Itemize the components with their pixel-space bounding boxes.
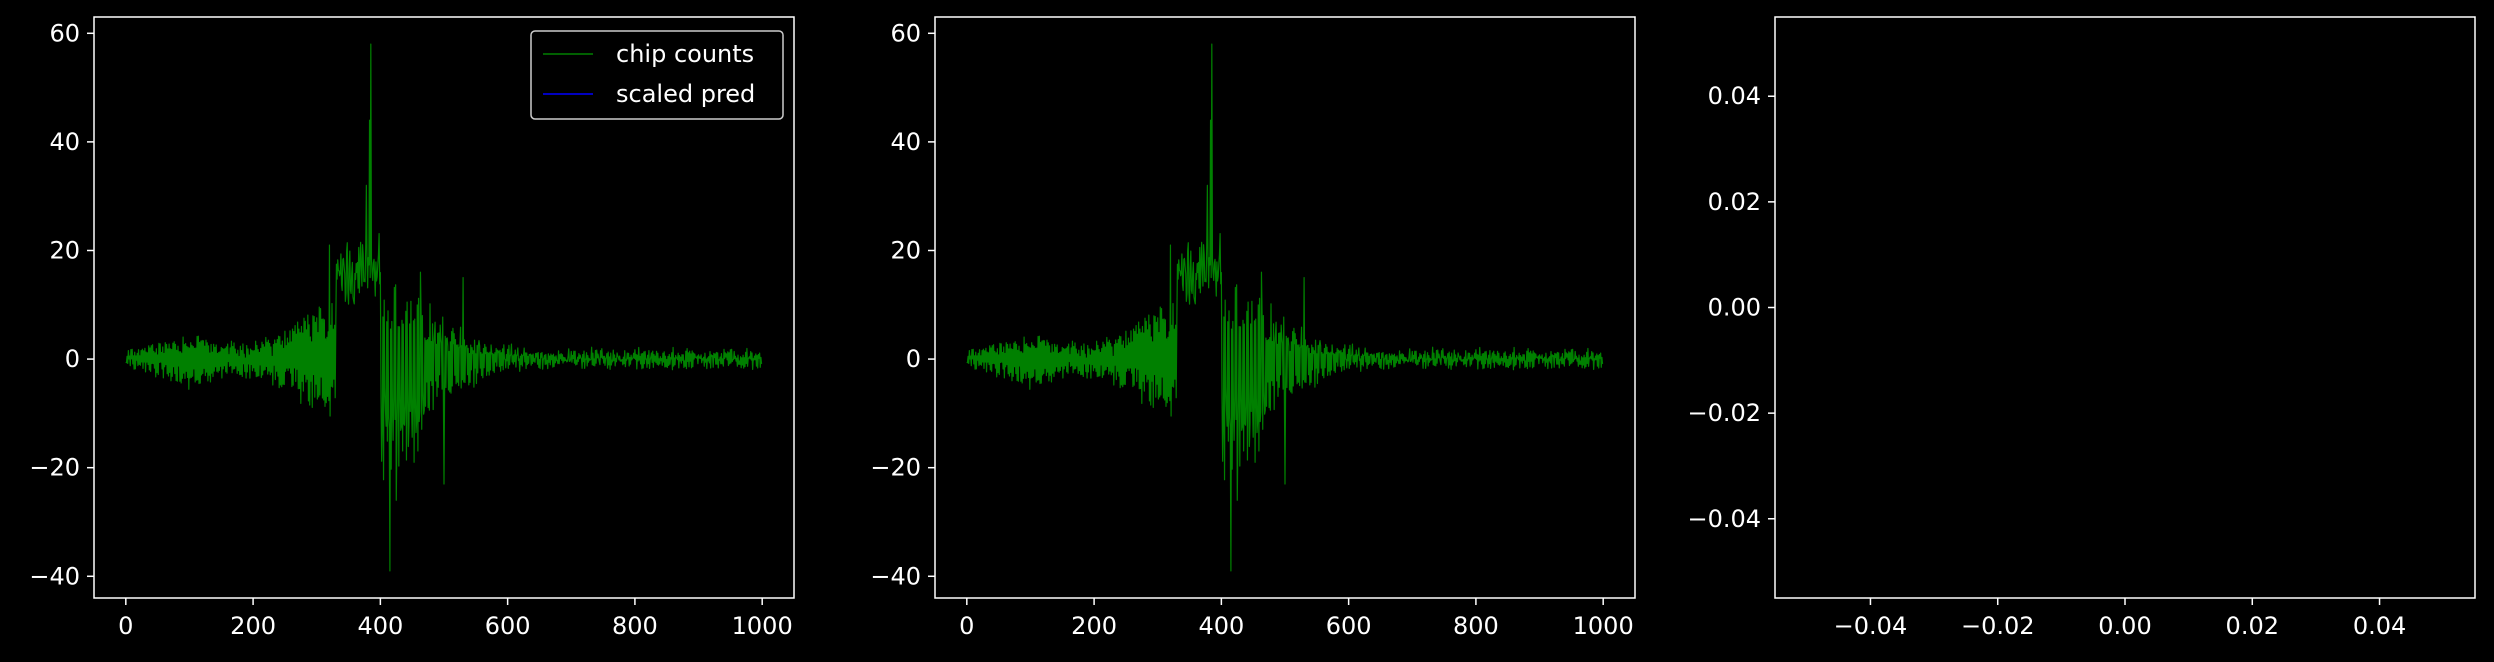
x-tick-label: 0 [959,612,974,640]
y-tick-label: 0 [65,345,80,373]
subplot-1-series [125,43,763,572]
y-tick-label: −20 [29,454,80,482]
x-tick-label: −0.02 [1961,612,2035,640]
subplot-3: −0.04 −0.02 0.00 0.02 0.04 −0.04 −0.02 0.00 0.02… [1687,16,2476,640]
x-tick-label: 800 [1453,612,1499,640]
legend-box [530,30,784,120]
series-line-chip-counts [125,43,763,572]
y-tick-label: 0.04 [1708,82,1761,110]
x-tick-label: 0.02 [2226,612,2279,640]
y-tick-label: −40 [870,562,921,590]
y-tick-label: 0 [906,345,921,373]
x-tick-label: 200 [1071,612,1117,640]
x-tick-label: 600 [1326,612,1372,640]
x-tick-label: 1000 [1573,612,1634,640]
x-tick-label: 400 [1198,612,1244,640]
y-tick-label: 0.02 [1708,188,1761,216]
subplot-3-ticks: −0.04 −0.02 0.00 0.02 0.04 −0.04 −0.02 0.00 0.02… [1687,82,2406,640]
legend-label-chip-counts: chip counts [616,40,754,68]
subplot-1-ticks: 0 200 400 600 800 1000 −40 −20 0 20 40 60 [29,19,792,640]
subplot-2-ticks: 0 200 400 600 800 1000 −40 −20 0 20 40 60 [870,19,1633,640]
y-tick-label: −0.04 [1687,505,1761,533]
x-tick-label: 0 [118,612,133,640]
x-tick-label: 0.04 [2353,612,2406,640]
subplot-2-series [966,43,1604,572]
subplot-2: 0 200 400 600 800 1000 −40 −20 0 20 40 60 [870,16,1636,640]
y-tick-label: 40 [890,128,921,156]
x-tick-label: 1000 [732,612,793,640]
x-tick-label: 800 [612,612,658,640]
subplot-2-frame [934,16,1636,599]
y-tick-label: 20 [890,236,921,264]
y-tick-label: −0.02 [1687,399,1761,427]
y-tick-label: 40 [49,128,80,156]
x-tick-label: −0.04 [1834,612,1908,640]
x-tick-label: 0.00 [2098,612,2151,640]
subplot-1: 0 200 400 600 800 1000 −40 −20 0 20 40 60 chip coun… [29,16,795,640]
y-tick-label: 60 [890,19,921,47]
y-tick-label: 0.00 [1708,294,1761,322]
legend: chip counts scaled pred [530,30,784,120]
y-tick-label: 20 [49,236,80,264]
x-tick-label: 400 [357,612,403,640]
subplot-1-frame [93,16,795,599]
legend-label-scaled-pred: scaled pred [616,80,755,108]
y-tick-label: −20 [870,454,921,482]
y-tick-label: 60 [49,19,80,47]
y-tick-label: −40 [29,562,80,590]
series-line-unnamed [966,43,1604,572]
x-tick-label: 200 [230,612,276,640]
x-tick-label: 600 [485,612,531,640]
